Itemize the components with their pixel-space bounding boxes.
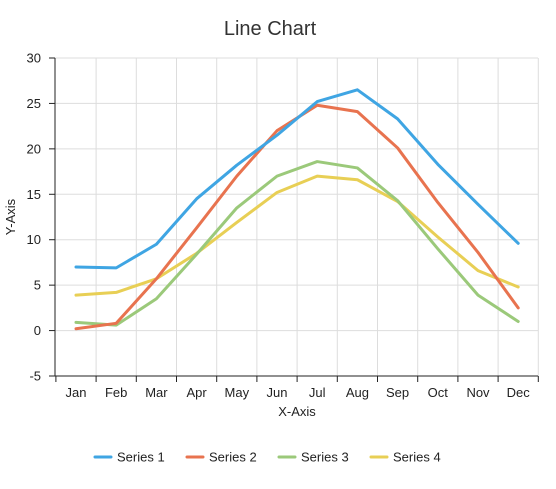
y-tick-label: 0 xyxy=(34,323,41,338)
x-tick-label: Apr xyxy=(186,385,207,400)
axes xyxy=(49,57,539,382)
x-tick-label: Mar xyxy=(145,385,168,400)
y-tick-label: 30 xyxy=(27,51,41,66)
legend-label-4: Series 4 xyxy=(393,450,441,465)
series-line-3 xyxy=(74,160,520,327)
series-line-4 xyxy=(74,174,520,297)
x-tick-label: Oct xyxy=(428,385,449,400)
y-tick-label: 10 xyxy=(27,232,41,247)
y-tick-label: 5 xyxy=(34,278,41,293)
grid-lines xyxy=(55,57,539,376)
x-tick-label: Nov xyxy=(466,385,490,400)
x-tick-label: Aug xyxy=(346,385,369,400)
series-lines xyxy=(74,88,520,331)
legend: Series 1 Series 2 Series 3 Series 4 xyxy=(93,450,441,465)
x-tick-label: Sep xyxy=(386,385,409,400)
y-tick-label: 20 xyxy=(27,141,41,156)
x-tick-label: Dec xyxy=(507,385,531,400)
y-tick-label: -5 xyxy=(29,369,41,384)
x-tick-label: Jan xyxy=(66,385,87,400)
legend-label-2: Series 2 xyxy=(209,450,257,465)
series-line-1 xyxy=(74,88,520,270)
x-tick-label: Jun xyxy=(267,385,288,400)
legend-label-1: Series 1 xyxy=(117,450,165,465)
chart-title: Line Chart xyxy=(224,18,317,40)
x-axis-label: X-Axis xyxy=(278,404,316,419)
x-axis-tick-labels: Jan Feb Mar Apr May Jun Jul Aug Sep Oct Nov Dec xyxy=(66,385,531,400)
x-tick-label: Jul xyxy=(309,385,326,400)
y-tick-label: 25 xyxy=(27,96,41,111)
y-axis-tick-labels: -5 0 5 10 15 20 25 30 xyxy=(27,51,41,384)
x-tick-label: May xyxy=(225,385,250,400)
y-axis-label: Y-Axis xyxy=(3,198,18,235)
x-tick-label: Feb xyxy=(105,385,127,400)
legend-label-3: Series 3 xyxy=(301,450,349,465)
y-tick-label: 15 xyxy=(27,187,41,202)
